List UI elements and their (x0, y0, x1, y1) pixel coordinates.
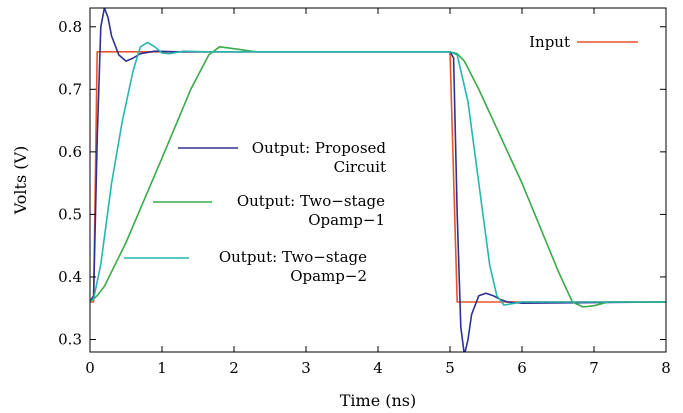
legend-label: Opamp−2 (290, 267, 367, 285)
y-tick-label: 0.7 (58, 80, 82, 98)
y-tick-label: 0.4 (58, 268, 82, 286)
legend-label: Output: Two−stage (237, 192, 385, 210)
x-tick-label: 8 (661, 359, 671, 377)
x-tick-label: 5 (445, 359, 455, 377)
x-tick-label: 6 (517, 359, 527, 377)
x-tick-label: 1 (157, 359, 167, 377)
x-tick-label: 7 (589, 359, 599, 377)
series-layer (90, 8, 666, 352)
series-line-0 (90, 50, 666, 303)
series-line-1 (90, 8, 666, 352)
x-tick-label: 0 (85, 359, 95, 377)
legend-label: Circuit (334, 158, 386, 176)
legend-label: Output: Proposed (252, 139, 387, 157)
y-tick-label: 0.6 (58, 143, 82, 161)
y-tick-label: 0.5 (58, 205, 82, 223)
series-line-3 (90, 41, 666, 306)
tick-layer: 0 1 2 3 4 5 6 7 8 0.3 0.4 0.5 0.6 0.7 0.8 (58, 8, 671, 377)
series-line-2 (90, 45, 666, 308)
legend-label: Output: Two−stage (219, 248, 367, 266)
x-tick-label: 3 (301, 359, 311, 377)
plot-frame (89, 7, 667, 353)
y-tick-label: 0.3 (58, 330, 82, 348)
y-tick-label: 0.8 (58, 18, 82, 36)
x-tick-label: 4 (373, 359, 383, 377)
x-axis-label: Time (ns) (340, 391, 417, 410)
y-axis-label: Volts (V) (11, 146, 30, 216)
legend-label: Opamp−1 (308, 211, 385, 229)
legend-label: Input (529, 33, 570, 51)
x-tick-label: 2 (229, 359, 239, 377)
